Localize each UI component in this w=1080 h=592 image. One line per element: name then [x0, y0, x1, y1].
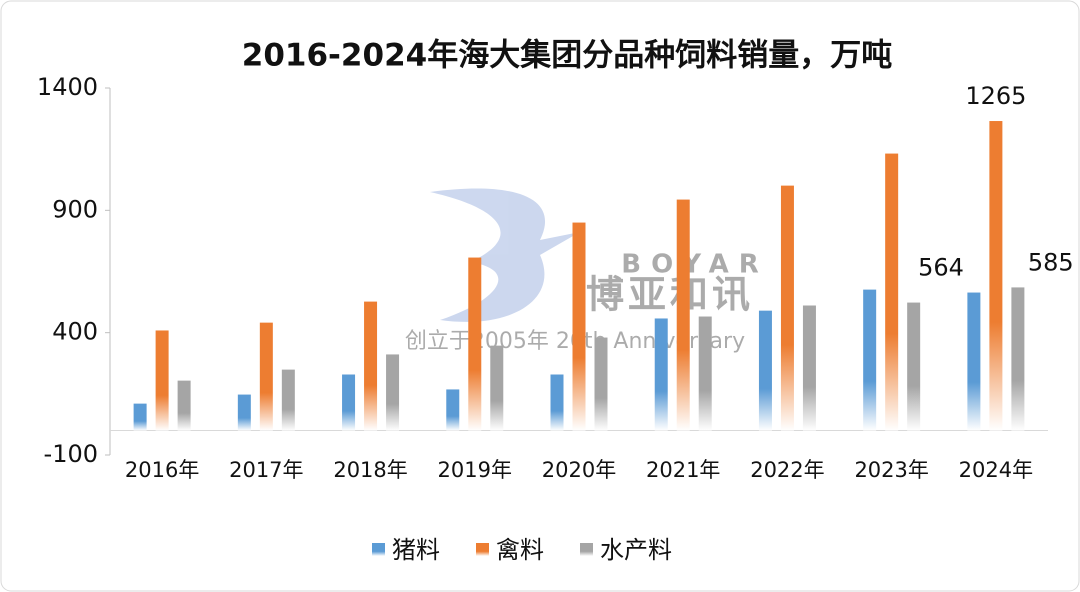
bar	[446, 389, 460, 431]
data-label: 564	[918, 254, 964, 282]
bar	[281, 369, 295, 431]
y-tick-label: 400	[52, 318, 98, 346]
x-tick-label: 2024年	[959, 458, 1033, 482]
chart-title: 2016-2024年海大集团分品种饲料销量，万吨	[242, 38, 892, 74]
x-tick-label: 2019年	[438, 458, 512, 482]
bar	[967, 292, 981, 431]
data-label: 585	[1028, 248, 1074, 276]
bar	[885, 153, 899, 431]
y-tick-label: 900	[52, 195, 98, 223]
x-tick-label: 2016年	[125, 458, 199, 482]
watermark-text: 博亚和讯	[586, 273, 754, 317]
data-label: 1265	[965, 82, 1026, 110]
bar	[364, 301, 378, 431]
legend-label: 禽料	[496, 536, 544, 564]
bar	[468, 257, 482, 431]
bar	[907, 302, 921, 431]
x-tick-label: 2018年	[333, 458, 407, 482]
bar	[237, 394, 251, 431]
bar	[490, 345, 504, 431]
x-tick-label: 2021年	[646, 458, 720, 482]
legend-swatch	[476, 543, 489, 556]
bar	[780, 185, 794, 431]
legend-swatch	[580, 543, 593, 556]
bar	[758, 310, 772, 431]
legend-label: 水产料	[600, 536, 672, 564]
bar	[342, 374, 356, 431]
x-tick-label: 2022年	[750, 458, 824, 482]
bar	[259, 322, 273, 431]
bar	[989, 121, 1003, 431]
x-tick-label: 2020年	[542, 458, 616, 482]
bar	[133, 403, 147, 431]
bar	[1011, 287, 1025, 431]
bar	[550, 374, 564, 431]
y-tick-label: 1400	[37, 73, 98, 101]
bar	[386, 354, 400, 431]
bar	[698, 316, 712, 431]
legend-swatch	[372, 543, 385, 556]
bar	[594, 337, 608, 431]
bar	[177, 380, 191, 431]
bar	[572, 222, 586, 431]
legend-label: 猪料	[392, 536, 440, 564]
bar	[676, 199, 690, 431]
x-tick-label: 2023年	[854, 458, 928, 482]
bar	[155, 330, 169, 431]
bar	[654, 318, 668, 431]
x-tick-label: 2017年	[229, 458, 303, 482]
watermark-text: BOYAR	[621, 250, 768, 280]
bar	[863, 289, 877, 431]
y-tick-label: -100	[44, 440, 98, 468]
watermark-logo	[430, 188, 580, 322]
bar	[802, 305, 816, 431]
